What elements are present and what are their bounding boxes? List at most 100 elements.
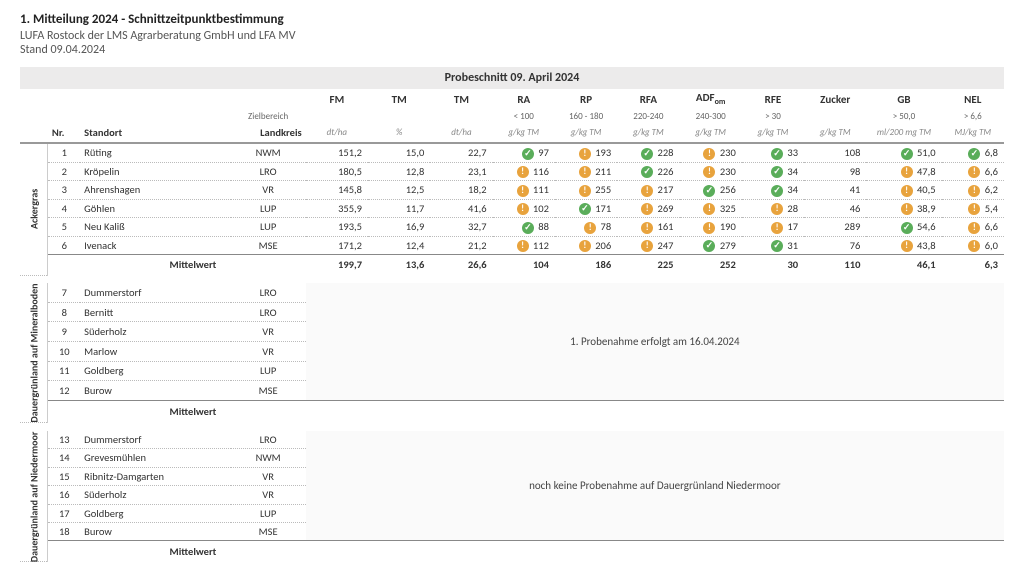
warning-icon: ! [641, 203, 653, 215]
cell-ra: ✓ 97 [493, 143, 555, 162]
cell-name: Grevesmühlen [80, 449, 230, 467]
cell-rfe: ✓ 34 [742, 181, 804, 200]
cell-tm2: 41,6 [430, 199, 492, 218]
mean-fm [306, 541, 368, 562]
col-landkreis: Landkreis [231, 124, 306, 143]
warning-icon: ! [517, 166, 529, 178]
group-message: noch keine Probenahme auf Dauergrünland … [306, 431, 1004, 541]
cell-nel: ! 5,4 [942, 199, 1004, 218]
cell-nr: 1 [48, 143, 80, 162]
col-standort: Standort [80, 124, 230, 143]
cell-gb: ! 38,9 [866, 199, 941, 218]
cell-lk: LRO [231, 302, 306, 322]
cell-rfa: ! 217 [617, 181, 679, 200]
cell-nr: 16 [48, 486, 80, 504]
warning-icon: ! [579, 166, 591, 178]
cell-fm: 355,9 [306, 199, 368, 218]
cell-rp: ! 78 [555, 218, 617, 237]
mean-tm2: 26,6 [430, 255, 492, 276]
cell-nel: ! 6,2 [942, 181, 1004, 200]
cell-gb: ! 43,8 [866, 236, 941, 255]
group-label: Ackergras [20, 143, 48, 275]
cell-rfa: ✓ 226 [617, 162, 679, 181]
cell-nel: ✓ 6,8 [942, 143, 1004, 162]
cell-tm1: 12,8 [368, 162, 430, 181]
cell-lk: LRO [231, 162, 306, 181]
cell-nr: 17 [48, 504, 80, 522]
table-row: Dauergrünland auf Mineralboden7Dummersto… [20, 283, 1004, 302]
cell-tm1: 11,7 [368, 199, 430, 218]
group-message: 1. Probenahme erfolgt am 16.04.2024 [306, 283, 1004, 400]
cell-nr: 11 [48, 361, 80, 381]
mean-rfe [742, 541, 804, 562]
cell-tm1: 12,4 [368, 236, 430, 255]
col-rfe: RFE [742, 89, 804, 109]
cell-name: Burow [80, 381, 230, 401]
cell-nel: ! 6,6 [942, 162, 1004, 181]
warning-icon: ! [579, 240, 591, 252]
cell-adf: ! 230 [680, 162, 742, 181]
cell-lk: LRO [231, 283, 306, 302]
cell-lk: NWM [231, 143, 306, 162]
col-tm1: TM [368, 89, 430, 109]
mean-ra: 104 [493, 255, 555, 276]
mean-zucker [804, 541, 866, 562]
warning-icon: ! [579, 185, 591, 197]
warning-icon: ! [703, 148, 715, 160]
mean-tm1 [368, 541, 430, 562]
cell-nr: 18 [48, 522, 80, 540]
check-icon: ✓ [641, 166, 653, 178]
mean-label: Mittelwert [80, 541, 306, 562]
table-row: 3AhrenshagenVR145,812,518,2! 111! 255! 2… [20, 181, 1004, 200]
unit-nel: MJ/kg TM [942, 124, 1004, 143]
col-zucker: Zucker [804, 89, 866, 109]
cell-lk: VR [231, 322, 306, 342]
warning-icon: ! [517, 185, 529, 197]
check-icon: ✓ [522, 222, 534, 234]
unit-adf: g/kg TM [680, 124, 742, 143]
mean-gb [866, 400, 941, 422]
cell-name: Neu Kaliß [80, 218, 230, 237]
warning-icon: ! [771, 222, 783, 234]
warning-icon: ! [641, 240, 653, 252]
cell-zucker: 98 [804, 162, 866, 181]
unit-tm1: % [368, 124, 430, 143]
unit-ra: g/kg TM [493, 124, 555, 143]
cell-lk: LUP [231, 504, 306, 522]
warning-icon: ! [584, 222, 596, 234]
check-icon: ✓ [703, 240, 715, 252]
cell-ra: ! 116 [493, 162, 555, 181]
cell-lk: VR [231, 181, 306, 200]
cell-tm2: 18,2 [430, 181, 492, 200]
warning-icon: ! [901, 185, 913, 197]
cell-rfa: ! 247 [617, 236, 679, 255]
mean-ra [493, 541, 555, 562]
mean-ra [493, 400, 555, 422]
cell-adf: ✓ 256 [680, 181, 742, 200]
mean-adf [680, 400, 742, 422]
check-icon: ✓ [968, 148, 980, 160]
check-icon: ✓ [703, 185, 715, 197]
mean-rfe: 30 [742, 255, 804, 276]
range-rp: 160 - 180 [555, 109, 617, 124]
range-rfa: 220-240 [617, 109, 679, 124]
range-ra: < 100 [493, 109, 555, 124]
cell-zucker: 108 [804, 143, 866, 162]
warning-icon: ! [968, 203, 980, 215]
group-label: Dauergrünland auf Niedermoor [20, 431, 48, 562]
cell-name: Süderholz [80, 322, 230, 342]
cell-ra: ! 112 [493, 236, 555, 255]
warning-icon: ! [517, 203, 529, 215]
range-adf: 240-300 [680, 109, 742, 124]
cell-nr: 7 [48, 283, 80, 302]
zielbereich-label: Zielbereich [231, 109, 306, 124]
cell-tm1: 16,9 [368, 218, 430, 237]
unit-tm2: dt/ha [430, 124, 492, 143]
mean-rp [555, 400, 617, 422]
cell-nel: ! 6,6 [942, 218, 1004, 237]
mean-gb: 46,1 [866, 255, 941, 276]
cell-lk: LUP [231, 361, 306, 381]
cell-nr: 5 [48, 218, 80, 237]
cell-rp: ! 206 [555, 236, 617, 255]
cell-name: Rüting [80, 143, 230, 162]
